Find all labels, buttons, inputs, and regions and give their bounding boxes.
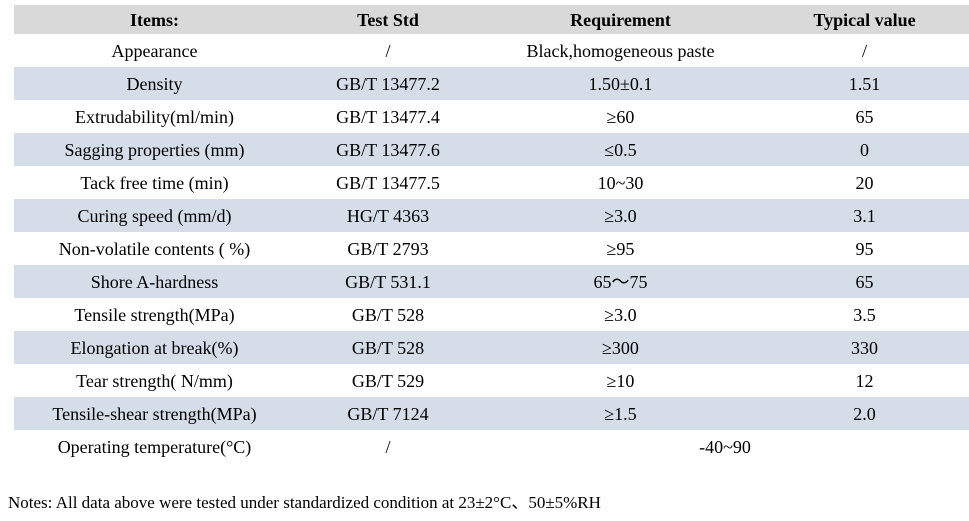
header-row: Items: Test Std Requirement Typical valu… <box>14 5 969 34</box>
cell-requirement: ≥10 <box>606 370 635 391</box>
table-row: Curing speed (mm/d) HG/T 4363 ≥3.0 3.1 <box>14 199 969 232</box>
table-row: Shore A-hardness GB/T 531.1 65～75 65 <box>14 265 969 298</box>
cell-typical-value: 3.1 <box>760 199 969 232</box>
cell-test-std: GB/T 13477.5 <box>336 172 440 193</box>
cell-typical-value: 65 <box>855 106 874 127</box>
cell-item: Tack free time (min) <box>80 172 229 193</box>
cell-typical-value: 2.0 <box>760 397 969 430</box>
cell-requirement: 10~30 <box>597 172 644 193</box>
cell-requirement: ≥3.0 <box>481 199 760 232</box>
cell-requirement: 1.50±0.1 <box>481 67 760 100</box>
cell-requirement: ≥95 <box>606 238 635 259</box>
cell-test-std: GB/T 2793 <box>347 238 429 259</box>
cell-typical-value: 330 <box>760 331 969 364</box>
cell-typical-value: 3.5 <box>853 304 876 325</box>
table-row: Tensile-shear strength(MPa) GB/T 7124 ≥1… <box>14 397 969 430</box>
cell-item: Sagging properties (mm) <box>14 133 295 166</box>
cell-item: Density <box>14 67 295 100</box>
table-row: Tack free time (min) GB/T 13477.5 10~30 … <box>14 166 969 199</box>
spec-table-body: Appearance / Black,homogeneous paste / D… <box>14 34 969 463</box>
cell-requirement: -40~90 <box>699 436 751 457</box>
table-row: Tensile strength(MPa) GB/T 528 ≥3.0 3.5 <box>14 298 969 331</box>
cell-typical-value: / <box>861 40 867 61</box>
cell-requirement: ≥1.5 <box>481 397 760 430</box>
table-row: Sagging properties (mm) GB/T 13477.6 ≤0.… <box>14 133 969 166</box>
col-header-test-std: Test Std <box>295 5 481 34</box>
col-header-typical-value: Typical value <box>760 5 969 34</box>
cell-requirement: ≥3.0 <box>604 304 637 325</box>
cell-item: Non-volatile contents ( %) <box>58 238 251 259</box>
spec-table: Items: Test Std Requirement Typical valu… <box>14 5 969 463</box>
cell-test-std: HG/T 4363 <box>295 199 481 232</box>
cell-test-std: GB/T 528 <box>295 331 481 364</box>
table-row: Extrudability(ml/min) GB/T 13477.4 ≥60 6… <box>14 100 969 133</box>
cell-item: Curing speed (mm/d) <box>14 199 295 232</box>
cell-typical-value: 65 <box>760 265 969 298</box>
cell-typical-value: 20 <box>855 172 874 193</box>
cell-item: Tensile-shear strength(MPa) <box>14 397 295 430</box>
cell-item: Extrudability(ml/min) <box>75 106 234 127</box>
table-row: Non-volatile contents ( %) GB/T 2793 ≥95… <box>14 232 969 265</box>
cell-test-std: / <box>385 436 391 457</box>
spec-sheet-page: Items: Test Std Requirement Typical valu… <box>0 5 969 521</box>
cell-item: Operating temperature(°C) <box>57 436 252 457</box>
table-row: Tear strength( N/mm) GB/T 529 ≥10 12 <box>14 364 969 397</box>
cell-test-std: GB/T 13477.6 <box>295 133 481 166</box>
cell-typical-value: 95 <box>855 238 874 259</box>
cell-requirement: ≥300 <box>481 331 760 364</box>
cell-requirement: ≤0.5 <box>481 133 760 166</box>
cell-requirement: Black,homogeneous paste <box>526 40 715 61</box>
cell-item: Shore A-hardness <box>14 265 295 298</box>
notes-text: Notes: All data above were tested under … <box>8 493 601 512</box>
cell-item: Appearance <box>111 40 198 61</box>
table-row: Elongation at break(%) GB/T 528 ≥300 330 <box>14 331 969 364</box>
cell-item: Tear strength( N/mm) <box>76 370 233 391</box>
table-row: Density GB/T 13477.2 1.50±0.1 1.51 <box>14 67 969 100</box>
cell-typical-value: 12 <box>855 370 874 391</box>
col-header-requirement: Requirement <box>481 5 760 34</box>
cell-test-std: GB/T 531.1 <box>295 265 481 298</box>
cell-requirement: ≥60 <box>606 106 635 127</box>
cell-test-std: GB/T 528 <box>351 304 425 325</box>
cell-test-std: GB/T 529 <box>351 370 425 391</box>
cell-typical-value: 1.51 <box>760 67 969 100</box>
cell-test-std: / <box>385 40 391 61</box>
cell-test-std: GB/T 13477.2 <box>295 67 481 100</box>
col-header-items: Items: <box>14 5 295 34</box>
cell-item: Tensile strength(MPa) <box>74 304 235 325</box>
cell-test-std: GB/T 7124 <box>295 397 481 430</box>
cell-test-std: GB/T 13477.4 <box>336 106 440 127</box>
cell-typical-value: 0 <box>760 133 969 166</box>
table-row: Appearance / Black,homogeneous paste / <box>14 34 969 67</box>
cell-item: Elongation at break(%) <box>14 331 295 364</box>
cell-requirement: 65～75 <box>481 265 760 298</box>
table-row: Operating temperature(°C) / -40~90 <box>14 430 969 463</box>
